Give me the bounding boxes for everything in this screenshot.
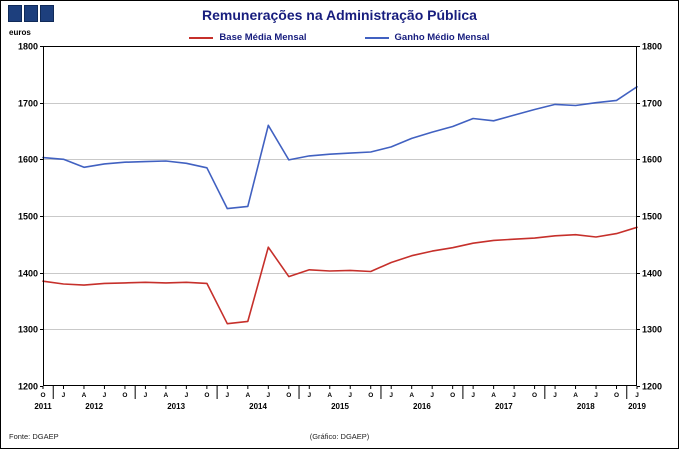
svg-text:2019: 2019 — [628, 402, 646, 411]
svg-text:O: O — [204, 392, 209, 399]
svg-text:1600: 1600 — [642, 155, 662, 165]
svg-text:J: J — [348, 392, 352, 399]
svg-text:O: O — [450, 392, 455, 399]
svg-text:2017: 2017 — [495, 402, 513, 411]
svg-text:1700: 1700 — [18, 99, 38, 109]
svg-text:1700: 1700 — [642, 99, 662, 109]
legend: Base Média Mensal Ganho Médio Mensal — [1, 32, 678, 43]
svg-text:O: O — [40, 392, 45, 399]
svg-text:2013: 2013 — [167, 402, 185, 411]
y-axis-unit-label: euros — [9, 28, 31, 37]
svg-text:J: J — [103, 392, 107, 399]
svg-text:O: O — [532, 392, 537, 399]
legend-line-swatch-red — [189, 36, 214, 39]
svg-text:1400: 1400 — [642, 269, 662, 279]
legend-label: Base Média Mensal — [219, 32, 307, 43]
chart-title: Remunerações na Administração Pública — [202, 7, 477, 23]
svg-text:J: J — [144, 392, 148, 399]
logo-square — [24, 5, 38, 22]
svg-text:O: O — [368, 392, 373, 399]
svg-text:A: A — [164, 392, 169, 399]
svg-text:A: A — [82, 392, 87, 399]
source-label: Fonte: DGAEP — [9, 432, 59, 441]
legend-item-base-media: Base Média Mensal — [189, 32, 307, 43]
svg-text:2012: 2012 — [85, 402, 103, 411]
svg-text:2011: 2011 — [34, 402, 52, 411]
svg-text:J: J — [389, 392, 393, 399]
svg-text:J: J — [266, 392, 270, 399]
svg-text:J: J — [594, 392, 598, 399]
svg-text:1300: 1300 — [642, 325, 662, 335]
logo-square — [40, 5, 54, 22]
logo-square — [8, 5, 22, 22]
svg-text:A: A — [409, 392, 414, 399]
svg-text:O: O — [614, 392, 619, 399]
svg-text:J: J — [430, 392, 434, 399]
svg-text:J: J — [185, 392, 189, 399]
svg-text:J: J — [307, 392, 311, 399]
svg-text:2015: 2015 — [331, 402, 349, 411]
svg-text:J: J — [512, 392, 516, 399]
svg-text:J: J — [226, 392, 230, 399]
svg-text:1400: 1400 — [18, 269, 38, 279]
svg-text:J: J — [635, 392, 639, 399]
svg-text:J: J — [553, 392, 557, 399]
svg-text:A: A — [327, 392, 332, 399]
svg-text:2018: 2018 — [577, 402, 595, 411]
svg-text:O: O — [286, 392, 291, 399]
svg-text:1800: 1800 — [18, 42, 38, 52]
svg-text:2014: 2014 — [249, 402, 267, 411]
publisher-logo-icon — [8, 5, 54, 22]
svg-text:1200: 1200 — [642, 382, 662, 392]
svg-text:A: A — [573, 392, 578, 399]
svg-text:1200: 1200 — [18, 382, 38, 392]
svg-text:1500: 1500 — [642, 212, 662, 222]
svg-text:2016: 2016 — [413, 402, 431, 411]
svg-text:J: J — [62, 392, 66, 399]
legend-line-swatch-blue — [364, 36, 389, 39]
credit-label: (Gráfico: DGAEP) — [309, 432, 370, 441]
legend-item-ganho-medio: Ganho Médio Mensal — [364, 32, 490, 43]
svg-text:1800: 1800 — [642, 42, 662, 52]
svg-text:A: A — [245, 392, 250, 399]
svg-text:J: J — [471, 392, 475, 399]
svg-text:1300: 1300 — [18, 325, 38, 335]
legend-label: Ganho Médio Mensal — [394, 32, 490, 43]
svg-text:1600: 1600 — [18, 155, 38, 165]
svg-text:O: O — [122, 392, 127, 399]
svg-text:1500: 1500 — [18, 212, 38, 222]
svg-text:A: A — [491, 392, 496, 399]
